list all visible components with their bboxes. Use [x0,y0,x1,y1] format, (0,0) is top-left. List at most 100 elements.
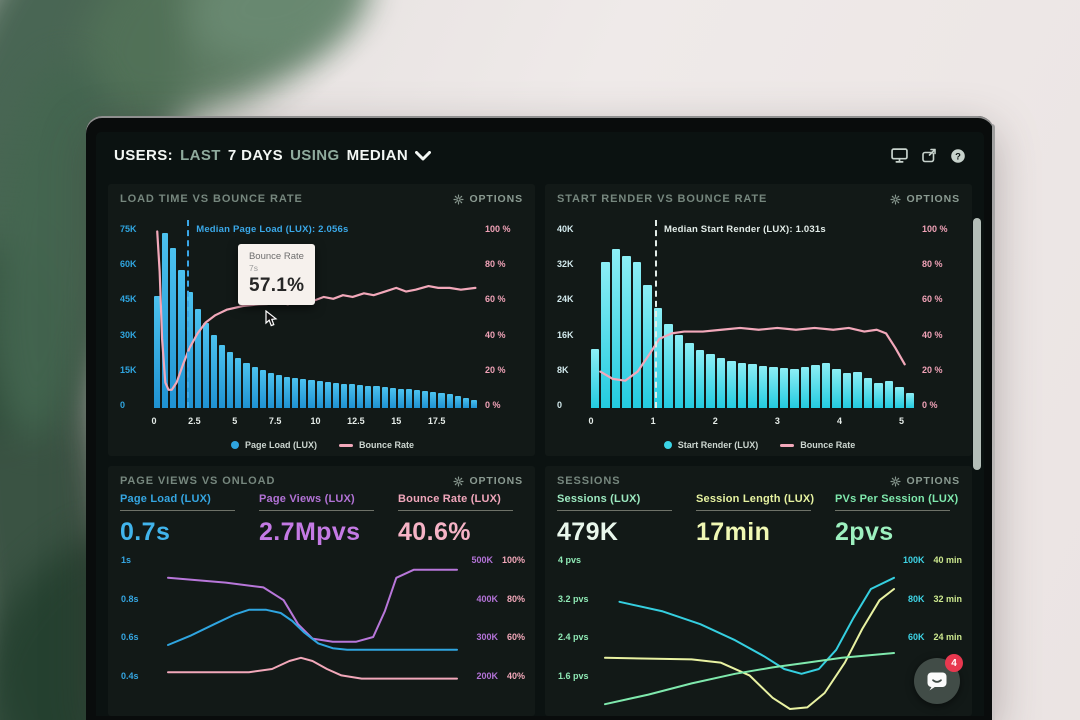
histogram-bar[interactable] [284,376,291,408]
histogram-bar[interactable] [470,400,477,408]
histogram-bar[interactable] [154,296,161,408]
chevron-down-icon[interactable] [415,150,432,161]
y-axis-tick: 100% [501,555,525,565]
histogram-bar[interactable] [178,269,185,408]
histogram-bar[interactable] [267,372,274,408]
histogram-bar[interactable] [790,368,799,408]
histogram-bar[interactable] [300,379,307,408]
options-button[interactable]: OPTIONS [890,193,960,205]
histogram-bar[interactable] [422,391,429,408]
histogram-bar[interactable] [821,363,831,408]
histogram-bar[interactable] [324,382,331,408]
histogram-bar[interactable] [454,395,461,408]
histogram-bar[interactable] [340,383,347,408]
histogram-bar[interactable] [462,397,469,408]
histogram-bar[interactable] [863,377,873,408]
users-filter-dropdown[interactable]: USERS: LAST 7 DAYS USING MEDIAN [114,147,432,164]
y-axis-tick: 32 min [933,593,962,604]
series-line [605,589,894,709]
histogram-bar[interactable] [405,389,412,408]
histogram-bar[interactable] [219,344,226,408]
y-axis-tick: 100 % [485,224,511,234]
histogram-bar[interactable] [373,386,380,408]
histogram-chart: 40K 32K 24K 16K 8K 0 Median Start Render (LUX… [555,212,964,456]
options-button[interactable]: OPTIONS [453,475,523,487]
histogram-bar[interactable] [685,343,694,408]
options-button[interactable]: OPTIONS [890,475,960,487]
legend-item[interactable]: Bounce Rate [339,440,414,450]
histogram-bar[interactable] [357,384,364,408]
histogram-bar[interactable] [397,388,404,408]
histogram-bar[interactable] [202,323,209,408]
histogram-bar[interactable] [438,392,445,408]
histogram-bar[interactable] [316,381,323,408]
display-icon[interactable] [891,148,908,163]
histogram-bar[interactable] [591,348,600,408]
chat-bubble-icon [927,672,947,691]
histogram-bar[interactable] [695,349,705,408]
legend-item[interactable]: Page Load (LUX) [230,440,317,450]
histogram-bar[interactable] [884,381,894,408]
options-button[interactable]: OPTIONS [453,193,523,205]
histogram-bar[interactable] [251,366,258,408]
histogram-bar[interactable] [748,364,757,408]
histogram-bar[interactable] [446,394,453,408]
y-axis-right-row: 60K 24 min [896,632,962,642]
metric-value: 479K [557,518,619,546]
histogram-bar[interactable] [737,362,747,408]
histogram-bar[interactable] [210,335,217,408]
histogram-bar[interactable] [235,358,242,408]
histogram-bar[interactable] [349,384,356,408]
histogram-bar[interactable] [430,391,437,408]
chat-widget-button[interactable]: 4 [914,654,963,704]
y-axis-tick: 80 % [485,259,506,270]
histogram-bar[interactable] [653,307,663,408]
help-icon[interactable]: ? [950,148,966,164]
histogram-bar[interactable] [706,354,715,408]
histogram-bar[interactable] [716,357,726,408]
histogram-bar[interactable] [381,387,388,408]
histogram-bar[interactable] [601,262,610,408]
histogram-bar[interactable] [727,360,736,408]
histogram-bar[interactable] [259,370,266,408]
y-axis-tick: 60K [120,259,137,270]
histogram-bar[interactable] [811,365,820,408]
histogram-bar[interactable] [170,247,177,408]
histogram-bar[interactable] [275,375,282,408]
histogram-bar[interactable] [800,367,810,408]
histogram-bar[interactable] [227,352,234,408]
histogram-bar[interactable] [308,380,315,408]
metric: Page Views (LUX) 2.7Mpvs [259,493,384,547]
histogram-bar[interactable] [632,262,642,408]
histogram-bar[interactable] [243,363,250,408]
histogram-bar[interactable] [194,308,201,408]
histogram-bar[interactable] [758,365,768,408]
histogram-bar[interactable] [674,335,684,408]
share-icon[interactable] [921,148,937,163]
histogram-bar[interactable] [365,385,372,408]
options-label: OPTIONS [906,475,960,487]
histogram-bar[interactable] [779,367,789,408]
y-axis-tick: 24K [557,294,574,305]
legend-item[interactable]: Start Render (LUX) [663,440,758,450]
histogram-bar[interactable] [622,255,631,408]
histogram-bar[interactable] [874,382,883,408]
scrollbar-thumb[interactable] [973,218,981,470]
histogram-bar[interactable] [389,387,396,408]
histogram-bar[interactable] [332,382,339,408]
tooltip-subtitle: 7s [248,263,258,274]
histogram-bar[interactable] [769,367,778,408]
histogram-bar[interactable] [853,372,862,408]
histogram-bar[interactable] [842,373,852,408]
histogram-bar[interactable] [905,392,915,408]
mouse-cursor [265,309,278,332]
histogram-bar[interactable] [664,323,673,408]
histogram-bar[interactable] [162,233,169,408]
histogram-bar[interactable] [611,248,621,408]
histogram-bar[interactable] [832,368,841,408]
histogram-bar[interactable] [643,285,652,408]
histogram-bar[interactable] [414,390,421,408]
histogram-bar[interactable] [895,387,904,408]
histogram-bar[interactable] [292,378,299,408]
legend-item[interactable]: Bounce Rate [780,440,855,450]
